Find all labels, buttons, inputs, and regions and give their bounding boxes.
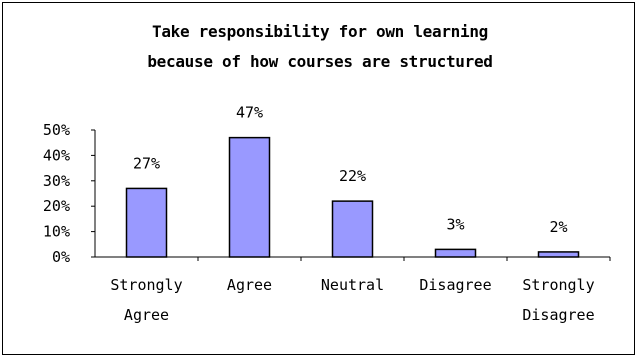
bar: [228, 136, 271, 258]
data-label: 47%: [236, 104, 263, 122]
y-tick-label: 50%: [43, 121, 70, 139]
data-label: 22%: [339, 167, 366, 185]
data-label: 2%: [549, 218, 567, 236]
data-label: 3%: [446, 215, 464, 233]
bar: [537, 251, 580, 258]
x-tick-label: Neutral: [321, 276, 384, 294]
x-tick-label: Agree: [124, 306, 169, 324]
y-tick-label: 30%: [43, 172, 70, 190]
x-tick-label: Disagree: [522, 306, 594, 324]
bar: [331, 200, 374, 258]
data-label: 27%: [133, 154, 160, 172]
y-tick-label: 20%: [43, 197, 70, 215]
x-tick-label: Strongly: [110, 276, 182, 294]
bar: [434, 248, 477, 258]
x-tick-label: Disagree: [419, 276, 491, 294]
x-tick-label: Strongly: [522, 276, 594, 294]
x-tick-label: Agree: [227, 276, 272, 294]
y-tick-label: 10%: [43, 223, 70, 241]
y-tick-label: 0%: [52, 248, 70, 266]
chart-frame: [2, 2, 635, 355]
chart-title-line-1: Take responsibility for own learning: [152, 22, 488, 41]
chart-title-line-2: because of how courses are structured: [147, 52, 493, 71]
bar: [125, 187, 168, 258]
y-tick-label: 40%: [43, 146, 70, 164]
